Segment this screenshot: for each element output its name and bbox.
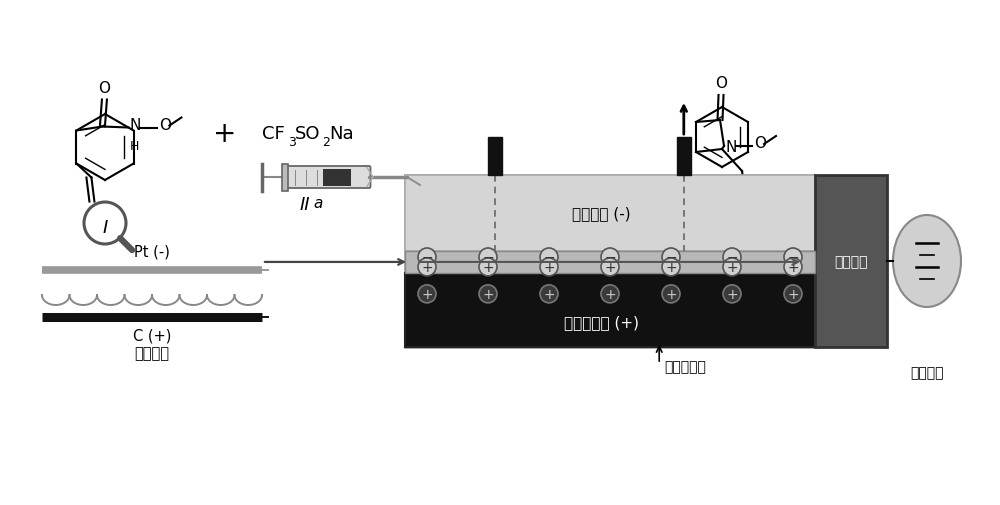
Text: −: − [543,250,555,265]
Circle shape [418,285,436,303]
Text: +: + [726,261,738,274]
FancyBboxPatch shape [405,176,815,347]
Ellipse shape [893,216,961,308]
Text: −: − [421,250,433,265]
Circle shape [540,285,558,303]
Text: +: + [421,261,433,274]
Text: +: + [787,287,799,301]
Text: +: + [421,287,433,301]
Text: SO: SO [295,125,320,143]
Bar [677,138,691,176]
Text: +: + [213,120,237,147]
Circle shape [662,259,680,276]
Text: 3: 3 [288,135,296,148]
Text: 直流电源: 直流电源 [910,365,944,379]
Text: Pt (-): Pt (-) [134,244,170,259]
Bar [405,251,815,274]
Circle shape [784,248,802,267]
Text: +: + [482,287,494,301]
Circle shape [784,285,802,303]
Circle shape [479,248,497,267]
Text: +: + [543,261,555,274]
Text: N: N [725,140,736,155]
Text: a: a [313,196,323,211]
Circle shape [662,285,680,303]
Text: −: − [787,250,799,265]
Text: 反应路径: 反应路径 [134,346,170,361]
Text: +: + [665,261,677,274]
Circle shape [601,248,619,267]
Circle shape [540,248,558,267]
Circle shape [601,285,619,303]
Text: +: + [482,261,494,274]
Bar [323,169,351,186]
Text: +: + [543,287,555,301]
Text: O: O [715,76,727,91]
Bar [815,176,887,347]
Text: +: + [604,287,616,301]
Text: I: I [102,219,108,236]
Circle shape [723,259,741,276]
Text: C (+): C (+) [133,328,171,343]
Bar [488,138,502,176]
Text: +: + [665,287,677,301]
Text: II: II [300,195,310,214]
Text: −: − [726,250,738,265]
Circle shape [418,248,436,267]
Circle shape [723,248,741,267]
Circle shape [479,259,497,276]
Text: +: + [787,261,799,274]
Circle shape [723,285,741,303]
Text: −: − [665,250,677,265]
Text: N: N [129,118,141,133]
Text: 连接模块: 连接模块 [834,255,868,269]
Text: 钓合金底座: 钓合金底座 [664,359,706,373]
Bar [405,176,815,251]
Circle shape [662,248,680,267]
Text: +: + [726,287,738,301]
Text: +: + [604,261,616,274]
Text: 3: 3 [766,203,773,213]
Bar [282,164,288,191]
Text: III: III [747,195,763,214]
Text: 2: 2 [322,135,330,148]
Text: CF: CF [746,197,764,212]
Text: O: O [159,118,171,133]
Text: O: O [754,136,766,151]
Text: CF: CF [262,125,285,143]
Text: H: H [129,140,139,153]
Bar [405,274,815,347]
Text: Na: Na [329,125,354,143]
Circle shape [540,259,558,276]
Circle shape [601,259,619,276]
FancyBboxPatch shape [286,167,370,189]
Circle shape [418,259,436,276]
Circle shape [479,285,497,303]
Circle shape [784,259,802,276]
Text: 石墨电极片 (+): 石墨电极片 (+) [564,314,639,329]
Text: 鰃电极片 (-): 鰃电极片 (-) [572,206,631,221]
Text: O: O [98,80,110,95]
Text: −: − [482,250,494,265]
Text: −: − [604,250,616,265]
